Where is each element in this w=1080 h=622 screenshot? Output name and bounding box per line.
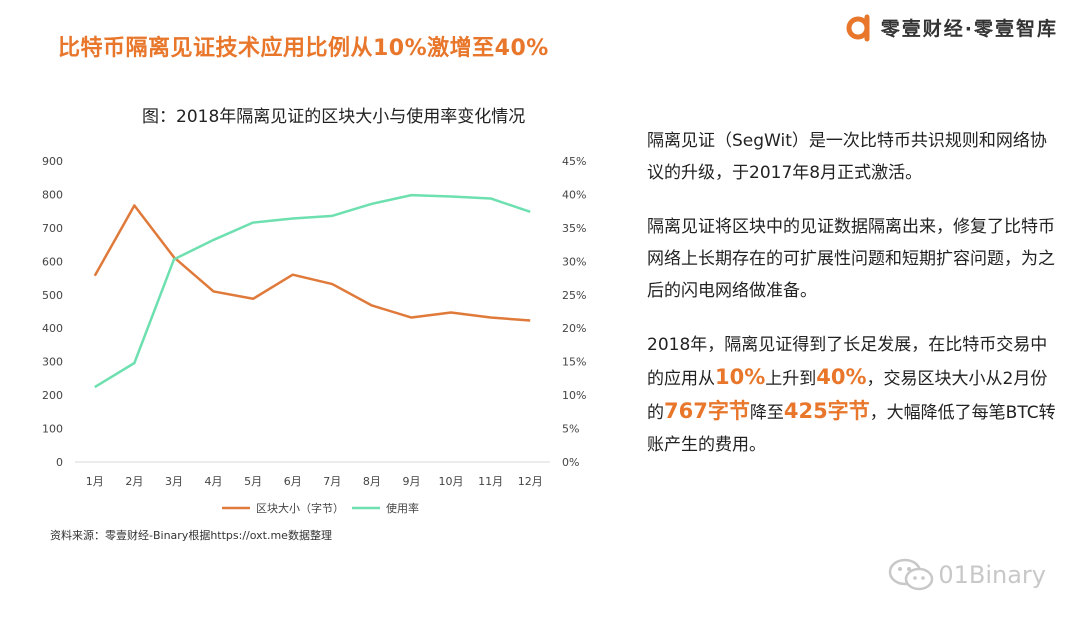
brand-name: 零壹财经·零壹智库 <box>880 17 1058 40</box>
x-tick-label: 2月 <box>125 475 143 488</box>
highlight-size-start: 767字节 <box>664 399 750 423</box>
series-line-usage-rate <box>94 193 531 389</box>
y-left-tick-label: 600 <box>42 255 63 268</box>
line-chart: 0 100 200 300 400 500 600 700 800 900 0% 5% 10% 15% 20… <box>42 155 586 515</box>
chart-title: 图：2018年隔离见证的区块大小与使用率变化情况 <box>142 107 526 127</box>
y-right-tick-label: 20% <box>562 322 586 335</box>
y-left-tick-label: 100 <box>42 423 63 436</box>
y-right-tick-label: 10% <box>562 389 586 402</box>
y-right-tick-label: 0% <box>562 456 579 469</box>
y-left-tick-label: 0 <box>56 456 63 469</box>
highlight-usage-start: 10% <box>715 365 766 389</box>
y-right-tick-label: 25% <box>562 289 586 302</box>
x-tick-label: 12月 <box>518 475 543 488</box>
y-left-tick-label: 300 <box>42 356 63 369</box>
legend-label: 区块大小（字节） <box>256 501 344 515</box>
x-tick-label: 1月 <box>86 475 104 488</box>
wechat-icon <box>889 558 934 591</box>
y-left-tick-label: 700 <box>42 222 63 235</box>
y-right-tick-label: 30% <box>562 255 586 268</box>
description-paragraph-1: 隔离见证（SegWit）是一次比特币共识规则和网络协议的升级，于2017年8月正… <box>647 131 1047 183</box>
y-right-tick-label: 40% <box>562 188 586 201</box>
y-left-tick-label: 400 <box>42 322 63 335</box>
highlight-size-end: 425字节 <box>783 399 870 423</box>
brand-logo-group: 零壹财经·零壹智库 <box>845 12 1058 42</box>
x-tick-label: 8月 <box>363 475 381 488</box>
y-right-tick-label: 45% <box>562 155 586 168</box>
x-tick-label: 11月 <box>478 475 503 488</box>
watermark: 01Binary <box>888 558 1046 592</box>
x-tick-label: 3月 <box>165 475 183 488</box>
y-left-tick-label: 500 <box>42 289 63 302</box>
x-tick-label: 4月 <box>205 475 223 488</box>
page-headline: 比特币隔离见证技术应用比例从10%激增至40% <box>58 36 549 61</box>
x-tick-label: 6月 <box>284 475 302 488</box>
y-right-tick-label: 15% <box>562 356 586 369</box>
x-tick-label: 9月 <box>402 475 420 488</box>
y-left-tick-label: 800 <box>42 188 63 201</box>
series-line-block-size <box>93 204 531 322</box>
y-right-tick-label: 5% <box>562 423 579 436</box>
source-note: 资料来源：零壹财经-Binary根据https://oxt.me数据整理 <box>50 529 332 542</box>
x-tick-label: 7月 <box>323 475 341 488</box>
description-paragraph-2: 隔离见证将区块中的见证数据隔离出来，修复了比特币网络上长期存在的可扩展性问题和短… <box>647 217 1055 301</box>
description-paragraph-3: 2018年，隔离见证得到了长足发展，在比特币交易中的应用从10%上升到40%，交… <box>647 335 1056 455</box>
watermark-text: 01Binary <box>938 561 1046 589</box>
y-right-tick-label: 35% <box>562 222 586 235</box>
x-tick-label: 5月 <box>244 475 262 488</box>
y-left-tick-label: 200 <box>42 389 63 402</box>
brand-logo-icon <box>846 14 870 42</box>
x-tick-label: 10月 <box>439 475 464 488</box>
y-left-tick-label: 900 <box>42 155 63 168</box>
highlight-usage-end: 40% <box>816 365 867 389</box>
description-panel: 隔离见证（SegWit）是一次比特币共识规则和网络协议的升级，于2017年8月正… <box>647 125 1057 483</box>
legend-label: 使用率 <box>386 501 419 515</box>
